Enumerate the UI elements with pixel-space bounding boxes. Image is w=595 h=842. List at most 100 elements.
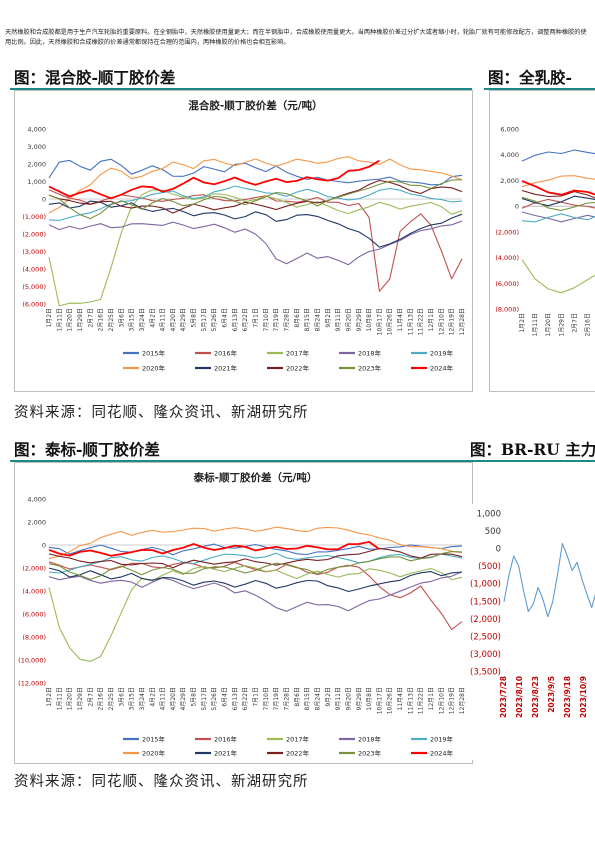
- chart-title: 混合胶-顺丁胶价差（元/吨）: [188, 99, 322, 112]
- x-tick-label: 4月20日: [170, 308, 177, 331]
- series-line: [48, 185, 463, 221]
- x-tick-label: 8月24日: [314, 308, 321, 331]
- x-tick-label: 8月6日: [294, 687, 301, 707]
- intro-paragraph: 天然橡胶和合成胶都是用于生产汽车轮胎的重要原料。在全钢胎中，天然橡胶使用量更大；…: [5, 29, 587, 46]
- x-tick-label: 2023/8/10: [515, 676, 524, 718]
- y-tick-label: (6,000): [22, 301, 46, 309]
- y-tick-label: (8,000): [495, 306, 519, 314]
- series-line: [521, 259, 595, 294]
- x-tick-label: 9月29日: [356, 687, 363, 710]
- series-line: [521, 198, 595, 209]
- legend-label: 2020年: [142, 364, 166, 373]
- figure-title-thai: 图：泰标-顺丁胶价差: [14, 440, 160, 459]
- x-tick-label: 9月11日: [335, 308, 342, 331]
- y-tick-label: (12,000): [18, 680, 46, 688]
- y-tick-label: (2,000): [495, 228, 519, 236]
- x-tick-label: 9月2日: [325, 308, 332, 328]
- x-tick-label: 7月10日: [263, 687, 270, 710]
- x-tick-label: 2月7日: [571, 313, 578, 333]
- y-tick-label: (4,000): [22, 266, 46, 274]
- x-tick-label: 9月11日: [335, 687, 342, 710]
- x-tick-label: 12月10日: [438, 687, 445, 714]
- x-tick-label: 10月17日: [376, 308, 383, 335]
- x-tick-label: 12月28日: [459, 308, 466, 335]
- x-tick-label: 8月15日: [304, 308, 311, 331]
- x-tick-label: 9月20日: [345, 308, 352, 331]
- x-tick-label: 3月24日: [139, 308, 146, 331]
- series-line: [48, 567, 463, 593]
- x-tick-label: 11月4日: [397, 308, 404, 331]
- legend-label: 2017年: [286, 735, 310, 744]
- x-tick-label: 3月24日: [139, 687, 146, 710]
- y-tick-label: 0: [515, 203, 519, 211]
- chart-mix-svg: 混合胶-顺丁胶价差（元/吨） 4,000 3,000 2,000 1,000 0 (1,00…: [22, 99, 466, 373]
- x-tick-label: 6月22日: [242, 687, 249, 710]
- x-tick-label: 2023/8/23: [531, 676, 540, 718]
- y-tick-label: (2,000): [22, 565, 46, 573]
- x-tick-label: 11月13日: [407, 308, 414, 335]
- x-tick-label: 4月29日: [180, 308, 187, 331]
- x-tick-label: 6月4日: [222, 687, 229, 707]
- y-tick-label: (6,000): [22, 611, 46, 619]
- y-tick-label: 4,000: [500, 151, 519, 159]
- x-tick-label: 7月1日: [253, 308, 260, 328]
- y-tick-label: 3,000: [27, 143, 46, 151]
- legend-label: 2024年: [430, 749, 454, 758]
- x-tick-label: 1月2日: [519, 313, 526, 333]
- x-tick-label: 6月4日: [222, 308, 229, 328]
- legend-label: 2016年: [214, 349, 238, 358]
- legend-label: 2016年: [214, 735, 238, 744]
- x-tick-label: 2月16日: [98, 308, 105, 331]
- x-tick-label: 4月20日: [170, 687, 177, 710]
- y-tick-label: 2,000: [500, 177, 519, 185]
- series-line: [48, 551, 463, 580]
- legend-label: 2020年: [142, 749, 166, 758]
- x-tick-label: 11月22日: [418, 687, 425, 714]
- x-tick-label: 2月25日: [108, 687, 115, 710]
- x-tick-label: 9月29日: [356, 308, 363, 331]
- figure-rule-brru: [466, 460, 595, 462]
- series-line: [48, 526, 463, 560]
- legend-label: 2021年: [214, 749, 238, 758]
- series-line: [521, 175, 595, 188]
- series-line: [48, 158, 463, 186]
- x-tick-label: 4月11日: [160, 308, 167, 331]
- series-line: [48, 565, 463, 662]
- x-tick-label: 4月29日: [180, 687, 187, 710]
- legend-label: 2022年: [286, 364, 310, 373]
- x-tick-label: 2月16日: [585, 313, 592, 336]
- y-tick-label: 4,000: [27, 126, 46, 134]
- x-tick-label: 2023/9/18: [563, 676, 572, 718]
- series-line: [48, 179, 463, 220]
- figure-source-mix: 资料来源：同花顺、隆众资讯、新湖研究所: [14, 405, 309, 421]
- x-tick-label: 7月10日: [263, 308, 270, 331]
- y-tick-label: (1,000): [470, 580, 501, 590]
- legend-label: 2018年: [358, 349, 382, 358]
- x-tick-label: 5月8日: [191, 308, 198, 328]
- y-tick-label: 500: [485, 527, 501, 537]
- series-line: [48, 543, 463, 556]
- x-tick-label: 12月19日: [449, 687, 456, 714]
- y-tick-label: (1,000): [22, 213, 46, 221]
- y-tick-label: 0: [496, 545, 501, 555]
- y-tick-label: 4,000: [27, 496, 46, 504]
- x-tick-label: 8月15日: [304, 687, 311, 710]
- series-line: [521, 180, 595, 196]
- x-tick-label: 1月29日: [77, 687, 84, 710]
- x-tick-label: 10月26日: [387, 687, 394, 714]
- chart-latex-svg: 6,000 4,000 2,000 0 (2,000) (4,000) (6,000) (8,…: [495, 126, 595, 336]
- legend-label: 2018年: [358, 735, 382, 744]
- y-tick-label: (6,000): [495, 280, 519, 288]
- x-tick-label: 3月15日: [129, 687, 136, 710]
- legend-label: 2023年: [358, 364, 382, 373]
- x-tick-label: 5月26日: [211, 687, 218, 710]
- x-tick-label: 7月1日: [253, 687, 260, 707]
- x-tick-label: 1月20日: [67, 687, 74, 710]
- x-tick-label: 10月8日: [366, 687, 373, 710]
- y-tick-label: (4,000): [495, 254, 519, 262]
- figure-title-mix: 图：混合胶-顺丁胶价差: [14, 68, 176, 87]
- y-tick-label: (2,500): [470, 632, 501, 642]
- series-line: [48, 571, 463, 612]
- series-line: [521, 196, 595, 211]
- chart-mix: 混合胶-顺丁胶价差（元/吨） 4,000 3,000 2,000 1,000 0 (1,00…: [14, 90, 473, 392]
